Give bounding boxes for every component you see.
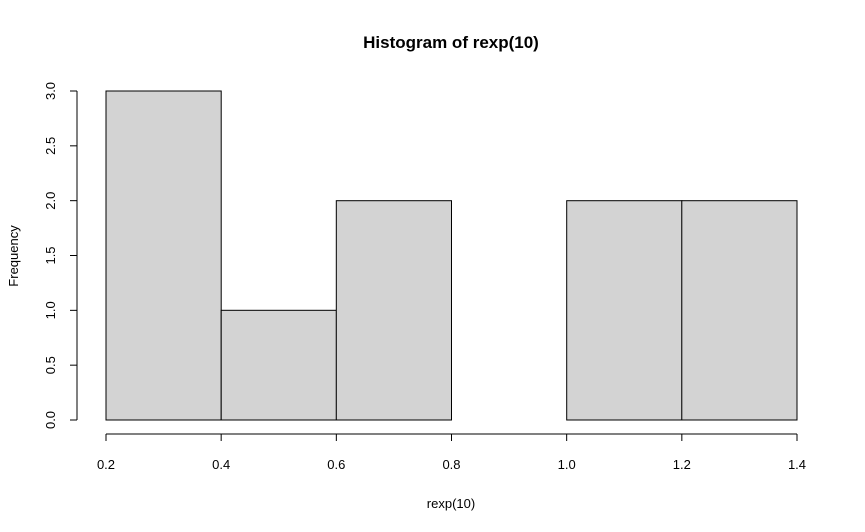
x-axis: 0.2 0.4 0.6 0.8 1.0 1.2 1.4	[97, 433, 806, 472]
x-tick-label: 0.8	[442, 457, 460, 472]
histogram-bar	[335, 200, 452, 421]
x-tick-label: 1.2	[673, 457, 691, 472]
y-tick-label: 3.0	[43, 82, 58, 100]
y-tick-label: 0.0	[43, 411, 58, 429]
chart-title: Histogram of rexp(10)	[363, 33, 539, 52]
y-tick-label: 0.5	[43, 356, 58, 374]
y-axis: 0.0 0.5 1.0 1.5 2.0 2.5 3.0	[43, 82, 78, 429]
x-tick-label: 1.0	[558, 457, 576, 472]
y-tick-label: 2.5	[43, 137, 58, 155]
histogram-bar	[566, 200, 683, 421]
histogram-bar	[105, 90, 222, 421]
histogram-bar	[220, 309, 337, 421]
x-tick-label: 0.2	[97, 457, 115, 472]
y-tick-label: 1.5	[43, 246, 58, 264]
bars-group	[105, 90, 798, 421]
y-tick-label: 2.0	[43, 192, 58, 210]
y-tick-label: 1.0	[43, 301, 58, 319]
x-tick-label: 0.4	[212, 457, 230, 472]
y-axis-label: Frequency	[6, 225, 21, 287]
x-axis-label: rexp(10)	[427, 496, 475, 511]
x-tick-label: 0.6	[327, 457, 345, 472]
x-tick-label: 1.4	[788, 457, 806, 472]
histogram-bar	[681, 200, 798, 421]
